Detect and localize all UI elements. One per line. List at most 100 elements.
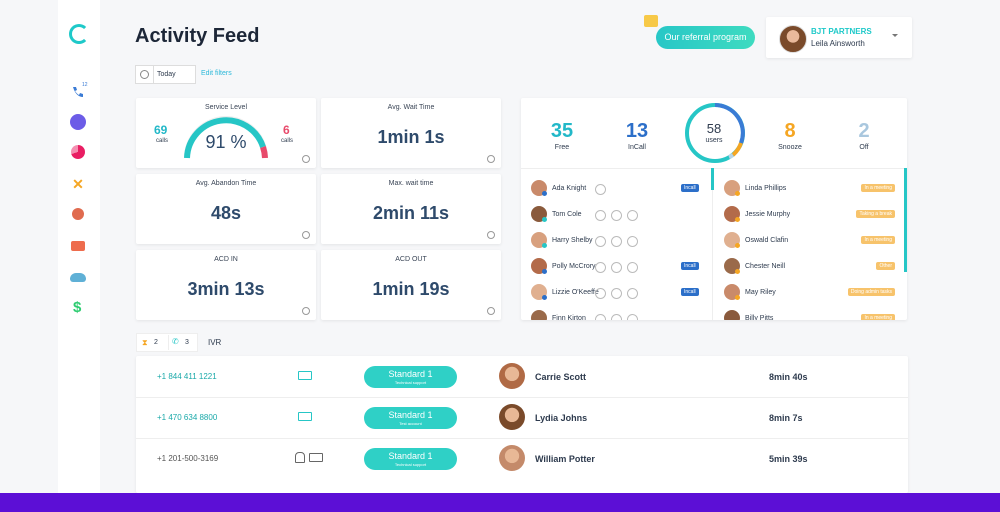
caller-avatar bbox=[499, 445, 525, 471]
calls-count[interactable]: 3 bbox=[185, 339, 189, 346]
ivr-tab[interactable]: IVR bbox=[208, 338, 222, 347]
card-title: ACD IN bbox=[214, 256, 238, 263]
users-donut bbox=[685, 103, 745, 163]
scrollbar[interactable] bbox=[904, 168, 907, 272]
caller-avatar bbox=[499, 363, 525, 389]
avatar bbox=[531, 310, 547, 320]
presence-dot bbox=[735, 217, 740, 222]
transfer-icon[interactable] bbox=[309, 453, 323, 462]
agent-name[interactable]: May Riley bbox=[745, 289, 776, 296]
bottom-bar bbox=[0, 493, 1000, 512]
user-count-label: Snooze bbox=[778, 144, 802, 151]
scrollbar[interactable] bbox=[711, 168, 714, 190]
phone-number[interactable]: +1 201-500-3169 bbox=[157, 454, 219, 463]
device-icon bbox=[627, 210, 638, 221]
caller-name[interactable]: Lydia Johns bbox=[535, 413, 588, 423]
status-tag: Other bbox=[876, 262, 895, 270]
stat-card: Avg. Abandon Time 48s bbox=[136, 174, 316, 244]
cloud-icon[interactable] bbox=[70, 273, 86, 282]
stat-card: ACD IN 3min 13s bbox=[136, 250, 316, 320]
card-title: Service Level bbox=[204, 104, 248, 111]
date-filter[interactable]: Today bbox=[135, 65, 196, 84]
divider bbox=[168, 335, 169, 350]
report-icon[interactable] bbox=[71, 145, 85, 159]
card-settings[interactable] bbox=[487, 307, 495, 315]
agent-name[interactable]: Linda Phillips bbox=[745, 185, 787, 192]
status-tag: In a meeting bbox=[861, 184, 895, 192]
avatar bbox=[779, 25, 807, 53]
queue-detail: Technical support bbox=[394, 462, 427, 467]
phone-icon[interactable] bbox=[70, 84, 86, 100]
settings-icon[interactable] bbox=[72, 208, 84, 220]
gauge bbox=[184, 116, 268, 159]
divider bbox=[521, 168, 907, 169]
device-icon bbox=[611, 314, 622, 320]
stat-card: ACD OUT 1min 19s bbox=[321, 250, 501, 320]
caller-name[interactable]: Carrie Scott bbox=[535, 372, 587, 382]
presence-dot bbox=[735, 191, 740, 196]
card-settings[interactable] bbox=[302, 155, 310, 163]
queue-detail: Technical support bbox=[394, 380, 427, 385]
missed-count: 6 bbox=[283, 123, 290, 137]
card-settings[interactable] bbox=[487, 231, 495, 239]
page-title: Activity Feed bbox=[135, 25, 260, 47]
caller-avatar bbox=[499, 404, 525, 430]
account-menu[interactable]: BJT PARTNERS Leila Ainsworth bbox=[766, 17, 912, 58]
referral-button[interactable]: Our referral program bbox=[656, 26, 755, 49]
code-icon[interactable] bbox=[71, 241, 85, 251]
answered-label: calls bbox=[156, 138, 169, 144]
device-icon bbox=[627, 262, 638, 273]
agent-name[interactable]: Oswald Clafin bbox=[745, 237, 789, 244]
device-icon bbox=[595, 262, 606, 273]
transfer-icon[interactable] bbox=[298, 371, 312, 380]
agent-name[interactable]: Chester Neill bbox=[745, 263, 786, 270]
billing-icon[interactable]: $ bbox=[73, 299, 82, 316]
row-divider bbox=[136, 397, 908, 398]
phone-number[interactable]: +1 844 411 1221 bbox=[157, 372, 217, 381]
card-settings[interactable] bbox=[302, 307, 310, 315]
divider bbox=[712, 168, 713, 320]
card-value: 48s bbox=[210, 203, 242, 223]
feed-icon[interactable] bbox=[70, 114, 86, 130]
agent-name[interactable]: Harry Shelby bbox=[552, 237, 593, 244]
device-icon bbox=[595, 236, 606, 247]
calls-table: +1 844 411 1221 Standard 1 Technical suppo… bbox=[136, 356, 908, 493]
card-value: 3min 13s bbox=[187, 279, 265, 299]
caller-name[interactable]: William Potter bbox=[535, 454, 595, 464]
agent-name[interactable]: Finn Kirton bbox=[552, 315, 586, 320]
duration: 8min 40s bbox=[769, 372, 808, 382]
user-count: 8 bbox=[784, 120, 796, 142]
clock-icon bbox=[140, 70, 149, 79]
agent-name[interactable]: Tom Cole bbox=[552, 211, 582, 218]
device-icon bbox=[627, 236, 638, 247]
agent-name[interactable]: Billy Pitts bbox=[745, 315, 774, 320]
phone-number[interactable]: +1 470 634 8800 bbox=[157, 413, 218, 422]
status-tag: In a meeting bbox=[861, 314, 895, 320]
waiting-count[interactable]: 2 bbox=[154, 339, 158, 346]
edit-filters[interactable]: Edit filters bbox=[201, 70, 232, 77]
agent-name[interactable]: Ada Knight bbox=[552, 185, 587, 192]
card-settings[interactable] bbox=[487, 155, 495, 163]
logo[interactable] bbox=[69, 24, 89, 44]
device-icon bbox=[611, 210, 622, 221]
agent-name[interactable]: Polly McCrory bbox=[552, 263, 596, 270]
device-icon bbox=[595, 288, 606, 299]
device-icon bbox=[595, 210, 606, 221]
queue-tabs: ⧗ 2 ✆ 3 bbox=[136, 333, 198, 352]
user-count: 58 bbox=[706, 121, 722, 136]
transfer-icon[interactable] bbox=[298, 412, 312, 421]
agent-name[interactable]: Lizzie O'Keeffe bbox=[552, 289, 599, 296]
card-settings[interactable] bbox=[302, 231, 310, 239]
queue-name: Standard 1 bbox=[388, 410, 433, 420]
status-tag: Doing admin tasks bbox=[847, 288, 895, 296]
duration: 5min 39s bbox=[769, 454, 808, 464]
card-value: 1min 19s bbox=[372, 279, 450, 299]
missed-label: calls bbox=[281, 138, 294, 144]
device-icon bbox=[611, 262, 622, 273]
agent-name[interactable]: Jessie Murphy bbox=[745, 211, 791, 218]
status-tag: In a meeting bbox=[861, 236, 895, 244]
tools-icon[interactable]: ✕ bbox=[72, 176, 84, 192]
presence-dot bbox=[735, 269, 740, 274]
user-count-label: InCall bbox=[628, 144, 646, 151]
